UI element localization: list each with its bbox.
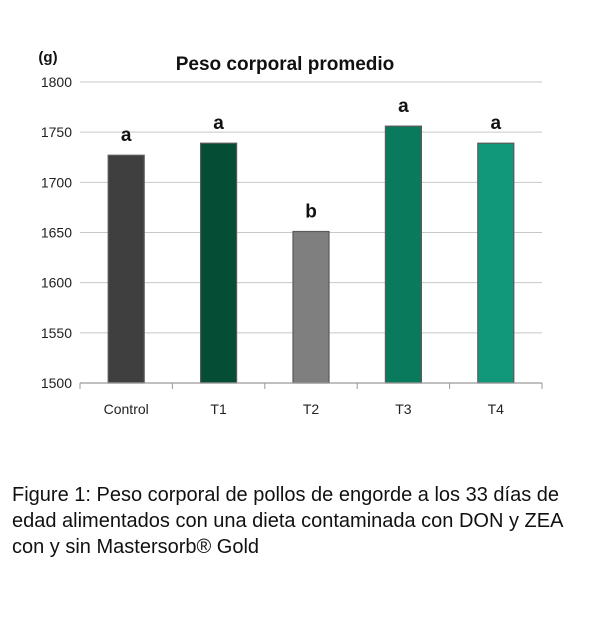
- y-tick-label: 1600: [41, 275, 72, 291]
- significance-letter: a: [398, 96, 409, 117]
- y-tick-label: 1650: [41, 225, 72, 241]
- bar-control: [107, 154, 145, 384]
- x-tick-label: T3: [395, 401, 412, 417]
- bars: [107, 125, 515, 384]
- significance-letter: b: [305, 201, 317, 222]
- bar-t3: [384, 125, 422, 384]
- x-tick-label: T2: [303, 401, 320, 417]
- figure-caption: Figure 1: Peso corporal de pollos de eng…: [12, 484, 563, 558]
- y-axis-ticks: 1500 1550 1600 1650 1700 1750 1800: [41, 74, 72, 391]
- significance-letter: a: [213, 113, 224, 134]
- y-tick-label: 1550: [41, 325, 72, 341]
- significance-labels: a a b a a: [121, 96, 502, 222]
- y-tick-label: 1800: [41, 74, 72, 90]
- x-tick-label: Control: [104, 401, 149, 417]
- y-unit-label: (g): [38, 49, 57, 66]
- significance-letter: a: [121, 125, 132, 146]
- bar-chart: Peso corporal promedio (g) 1500155016001…: [38, 49, 543, 417]
- x-axis-ticks: Control T1 T2 T3 T4: [79, 383, 543, 417]
- y-tick-label: 1500: [41, 375, 72, 391]
- chart-title: Peso corporal promedio: [176, 54, 395, 75]
- y-tick-label: 1750: [41, 124, 72, 140]
- x-tick-label: T4: [488, 401, 505, 417]
- x-tick-label: T1: [210, 401, 227, 417]
- bar-t1: [200, 142, 238, 384]
- y-tick-label: 1700: [41, 174, 72, 190]
- bar-t4: [477, 142, 515, 384]
- significance-letter: a: [491, 113, 502, 134]
- bar-t2: [292, 230, 330, 384]
